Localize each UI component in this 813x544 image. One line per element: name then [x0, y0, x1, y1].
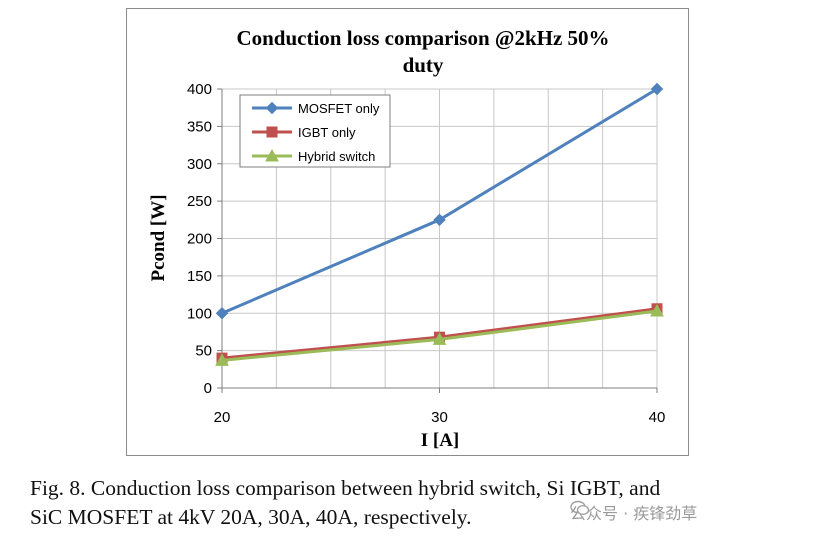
- legend-marker: [266, 126, 278, 138]
- y-tick-label: 350: [187, 118, 212, 135]
- caption-line-1: Fig. 8. Conduction loss comparison betwe…: [30, 476, 661, 500]
- data-point: [215, 353, 229, 366]
- conduction-loss-chart: 0 50 100 150 200 250 300 350 400 20 30 40 Conduction…: [148, 26, 666, 451]
- data-point: [432, 332, 447, 345]
- x-tick-label: 20: [214, 409, 231, 426]
- legend-marker: [265, 101, 279, 115]
- y-tick-label: 150: [187, 268, 212, 285]
- data-point: [215, 307, 229, 320]
- legend-marker: [265, 148, 279, 162]
- y-tick-label: 400: [187, 81, 212, 98]
- y-tick-label: 200: [187, 231, 212, 248]
- y-tick-label: 100: [187, 305, 212, 322]
- legend-label: IGBT only: [298, 125, 356, 140]
- data-point: [433, 213, 446, 227]
- y-tick-label: 50: [195, 343, 212, 360]
- x-tick-label: 30: [431, 409, 448, 426]
- wechat-icon: [570, 500, 590, 516]
- chart-title-line: Conduction loss comparison @2kHz 50%: [236, 26, 609, 50]
- chart-title-line: duty: [403, 53, 444, 77]
- figure-caption: Fig. 8. Conduction loss comparison betwe…: [30, 474, 800, 532]
- legend-label: Hybrid switch: [298, 149, 375, 164]
- y-tick-label: 250: [187, 193, 212, 210]
- data-point: [650, 303, 664, 317]
- x-axis-label: I [A]: [421, 430, 460, 451]
- y-tick-label: 0: [204, 380, 212, 397]
- legend-label: MOSFET only: [298, 101, 380, 116]
- x-tick-label: 40: [649, 409, 666, 426]
- watermark-text: 公众号 · 疾锋劲草: [570, 504, 698, 523]
- y-axis-label: Pcond [W]: [148, 194, 169, 281]
- watermark: 公众号 · 疾锋劲草: [570, 500, 698, 524]
- caption-line-2: SiC MOSFET at 4kV 20A, 30A, 40A, respect…: [30, 505, 472, 529]
- data-point: [650, 82, 664, 96]
- y-tick-label: 300: [187, 156, 212, 173]
